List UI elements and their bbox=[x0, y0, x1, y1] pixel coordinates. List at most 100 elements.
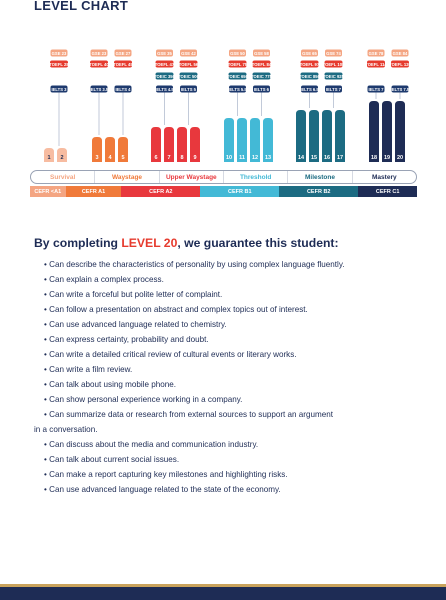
level-number: 10 bbox=[226, 155, 232, 161]
level-number: 19 bbox=[384, 155, 390, 161]
outcome-item: • Can write a film review. bbox=[34, 362, 429, 377]
outcome-text: Can use advanced language related to che… bbox=[49, 320, 227, 329]
ielts-badge bbox=[229, 85, 246, 93]
cefr-label: CEFR A1 bbox=[65, 186, 122, 197]
outcome-item: • Can follow a presentation on abstract … bbox=[34, 302, 429, 317]
toefl-badge bbox=[50, 60, 68, 68]
ielts-label: IELTS 4 bbox=[115, 87, 131, 92]
outcome-text: Can summarize data or research from exte… bbox=[49, 410, 333, 419]
cefr-label: CEFR A2 bbox=[121, 186, 201, 197]
toefl-badge bbox=[179, 60, 198, 68]
toefl-badge bbox=[228, 60, 247, 68]
toeic-label: TOEIC 925 bbox=[323, 74, 345, 79]
bullet-icon: • bbox=[44, 320, 50, 329]
level-number: 17 bbox=[337, 155, 343, 161]
guarantee-heading: By completing LEVEL 20, we guarantee thi… bbox=[34, 236, 339, 250]
ielts-label: IELTS 7 bbox=[368, 87, 384, 92]
outcome-item: • Can write a forceful but polite letter… bbox=[34, 287, 429, 302]
bullet-icon: • bbox=[44, 275, 50, 284]
ielts-label: IELTS 5.5 bbox=[228, 87, 247, 92]
stage-row: Survival Waystage Upper Waystage Threshold M… bbox=[30, 170, 417, 184]
bullet-icon: • bbox=[44, 335, 50, 344]
outcome-text: Can express certainty, probability and d… bbox=[49, 335, 209, 344]
bullet-icon: • bbox=[44, 485, 50, 494]
gse-badge bbox=[301, 49, 318, 57]
gse-badge bbox=[180, 49, 197, 57]
gse-badge bbox=[90, 49, 108, 57]
level-bar bbox=[263, 118, 273, 162]
level-bar bbox=[369, 101, 379, 162]
toefl-badge bbox=[324, 60, 343, 68]
outcome-item: • Can talk about using mobile phone. bbox=[34, 377, 429, 392]
toefl-badge bbox=[155, 60, 174, 68]
outcome-text: Can show personal experience working in … bbox=[49, 395, 243, 404]
toeic-label: TOEIC 500 bbox=[178, 74, 200, 79]
ielts-badge bbox=[325, 85, 342, 93]
bullet-icon: • bbox=[44, 305, 50, 314]
stage-label: Survival bbox=[31, 171, 96, 183]
toefl-label: TOEFL 114 bbox=[365, 62, 387, 67]
toeic-label: TOEIC 775 bbox=[251, 74, 273, 79]
bullet-icon: • bbox=[44, 440, 50, 449]
toeic-badge bbox=[252, 72, 271, 80]
outcome-text: Can use advanced language related to the… bbox=[49, 485, 281, 494]
level-bar bbox=[224, 118, 234, 162]
toeic-badge bbox=[179, 72, 198, 80]
level-bar bbox=[57, 148, 67, 162]
toefl-label: TOEFL 75 bbox=[228, 62, 248, 67]
toeic-badge bbox=[300, 72, 319, 80]
level-bar bbox=[164, 127, 174, 162]
ielts-label: IELTS 6.5 bbox=[300, 87, 319, 92]
ielts-badge bbox=[50, 85, 68, 93]
toeic-label: TOEIC 850 bbox=[299, 74, 321, 79]
level-bar bbox=[322, 110, 332, 162]
gse-badge bbox=[391, 49, 409, 57]
ielts-badge bbox=[367, 85, 385, 93]
bullet-icon: • bbox=[44, 410, 50, 419]
outcome-item: • Can use advanced language related to c… bbox=[34, 317, 429, 332]
level-bar bbox=[237, 118, 247, 162]
gse-badge bbox=[325, 49, 342, 57]
level-bar bbox=[335, 110, 345, 162]
level-number: 12 bbox=[252, 155, 258, 161]
level-bar bbox=[92, 137, 102, 162]
level-number: 6 bbox=[154, 155, 157, 161]
toefl-badge bbox=[300, 60, 319, 68]
outcome-text: Can talk about current social issues. bbox=[49, 455, 180, 464]
ielts-label: IELTS 3 bbox=[51, 87, 67, 92]
guarantee-suffix: , we guarantee this student: bbox=[177, 236, 339, 250]
level-bar bbox=[190, 127, 200, 162]
gse-label: GSE 84 bbox=[393, 51, 408, 56]
toeic-label: TOEIC 350 bbox=[154, 74, 176, 79]
outcome-text: Can talk about using mobile phone. bbox=[49, 380, 176, 389]
outcome-item: • Can talk about current social issues. bbox=[34, 452, 429, 467]
footer-band bbox=[0, 584, 446, 600]
gse-label: GSE 74 bbox=[326, 51, 341, 56]
outcome-text: Can follow a presentation on abstract an… bbox=[49, 305, 308, 314]
level-number: 4 bbox=[108, 155, 112, 161]
level-bar bbox=[296, 110, 306, 162]
level-bar bbox=[309, 110, 319, 162]
level-number: 9 bbox=[193, 155, 196, 161]
gse-badge bbox=[50, 49, 68, 57]
level-bar bbox=[395, 101, 405, 162]
bullet-icon: • bbox=[44, 395, 50, 404]
ielts-label: IELTS 3.5 bbox=[90, 87, 109, 92]
toefl-badge bbox=[391, 60, 409, 68]
cefr-label: CEFR C1 bbox=[358, 186, 418, 197]
cefr-row: CEFR <A1 CEFR A1 CEFR A2 CEFR B1 CEFR B2 CEFR… bbox=[30, 186, 418, 197]
ielts-badge bbox=[391, 85, 409, 93]
bullet-icon: • bbox=[44, 380, 50, 389]
toefl-label: TOEFL 56 bbox=[179, 62, 199, 67]
bullet-icon: • bbox=[44, 290, 50, 299]
cefr-label: CEFR B1 bbox=[200, 186, 280, 197]
outcome-item: • Can describe the characteristics of pe… bbox=[34, 257, 429, 272]
outcome-item: • Can explain a complex process. bbox=[34, 272, 429, 287]
level-bar bbox=[44, 148, 54, 162]
level-number: 16 bbox=[324, 155, 330, 161]
bullet-icon: • bbox=[44, 455, 50, 464]
ielts-badge bbox=[90, 85, 108, 93]
outcome-item: • Can show personal experience working i… bbox=[34, 392, 429, 407]
level-bar bbox=[105, 137, 115, 162]
